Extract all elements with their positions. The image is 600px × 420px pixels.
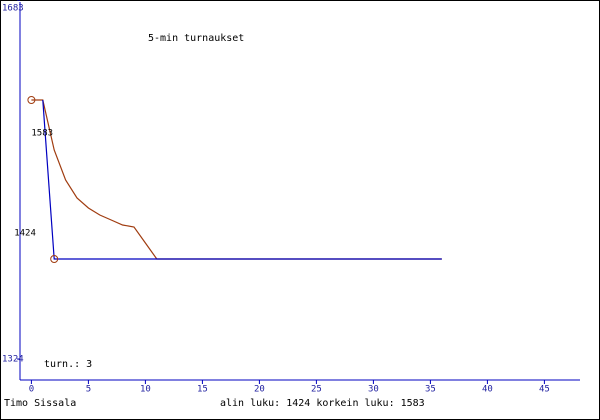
x-tick-label: 35 bbox=[425, 385, 436, 395]
series-line bbox=[42, 99, 442, 260]
data-label: 1583 bbox=[31, 129, 53, 139]
x-tick-label: 40 bbox=[482, 385, 493, 395]
x-tick-label: 0 bbox=[29, 385, 34, 395]
x-tick-label: 20 bbox=[254, 385, 265, 395]
series-line bbox=[31, 99, 442, 260]
x-tick-label: 10 bbox=[140, 385, 151, 395]
y-tick-label: 1683 bbox=[2, 4, 24, 14]
x-tick-label: 15 bbox=[197, 385, 208, 395]
y-tick-label: 1324 bbox=[2, 355, 24, 365]
footer-left: Timo Sissala bbox=[4, 398, 76, 409]
x-tick-label: 25 bbox=[311, 385, 322, 395]
x-tick-label: 45 bbox=[539, 385, 550, 395]
x-tick-label: 5 bbox=[86, 385, 91, 395]
annotation: turn.: 3 bbox=[44, 359, 92, 370]
data-label: 1424 bbox=[14, 229, 36, 239]
footer-right: alin luku: 1424 korkein luku: 1583 bbox=[220, 398, 425, 409]
x-tick-label: 30 bbox=[368, 385, 379, 395]
point-marker bbox=[50, 255, 59, 263]
chart-title: 5-min turnaukset bbox=[148, 33, 244, 44]
point-marker bbox=[27, 96, 36, 104]
